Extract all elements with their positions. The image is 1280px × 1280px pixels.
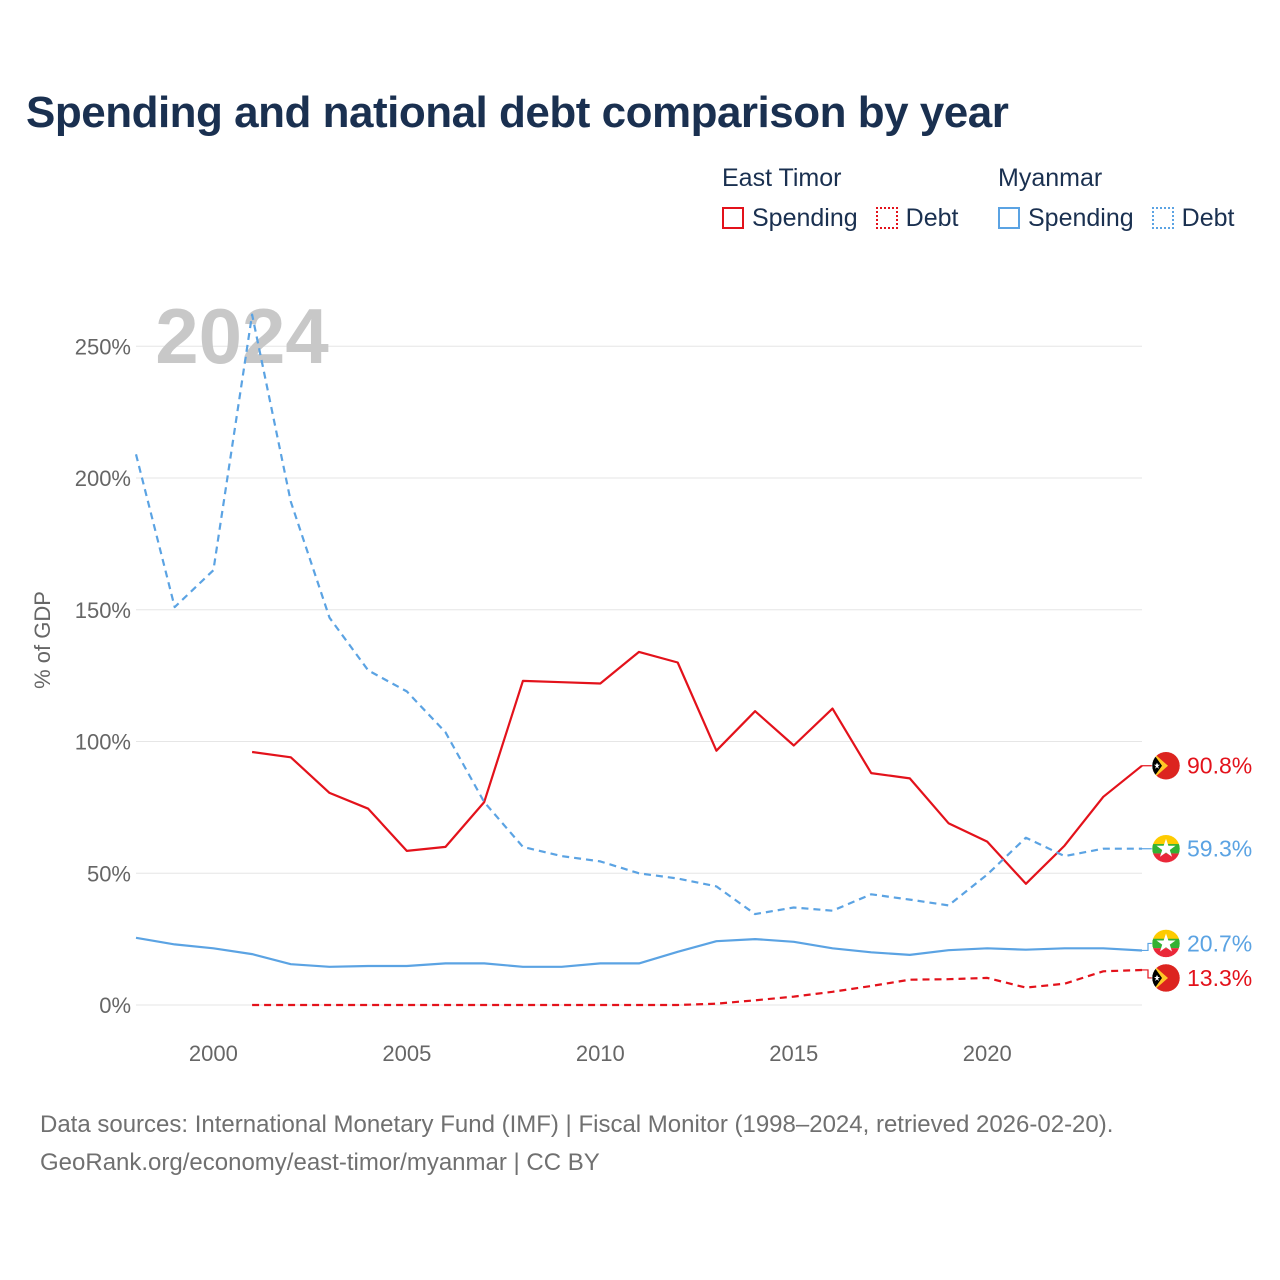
series-line-east-timor-spending bbox=[251, 650, 1143, 885]
myanmar-flag-icon bbox=[1151, 929, 1181, 958]
x-tick-label: 2005 bbox=[382, 1041, 431, 1066]
solid-swatch-icon bbox=[998, 207, 1020, 229]
year-watermark: 2024 bbox=[155, 292, 329, 380]
solid-swatch-icon bbox=[722, 207, 744, 229]
legend-item-east-timor-spending[interactable]: Spending bbox=[722, 204, 858, 233]
x-tick-label: 2015 bbox=[769, 1041, 818, 1066]
end-label-east-timor-spending: 90.8% bbox=[1187, 753, 1252, 779]
legend-item-east-timor-debt[interactable]: Debt bbox=[875, 203, 959, 233]
end-label-east-timor-debt: 13.3% bbox=[1187, 965, 1252, 991]
y-tick-label: 100% bbox=[75, 730, 131, 755]
x-tick-label: 2000 bbox=[189, 1041, 238, 1066]
dotted-swatch-icon bbox=[1151, 207, 1174, 229]
legend-label-east-timor-debt: Debt bbox=[905, 203, 959, 232]
legend-myanmar: Myanmar Spending Debt bbox=[998, 160, 1252, 240]
y-tick-label: 0% bbox=[99, 993, 131, 1018]
end-label-myanmar-spending: 20.7% bbox=[1187, 930, 1252, 956]
footer-attribution[interactable]: GeoRank.org/economy/east-timor/myanmar |… bbox=[40, 1149, 600, 1176]
legend-east-timor-title: East Timor bbox=[722, 164, 842, 192]
legend-myanmar-title: Myanmar bbox=[998, 164, 1103, 192]
y-tick-label: 50% bbox=[87, 861, 131, 886]
y-axis-label: % of GDP bbox=[30, 591, 55, 689]
series-line-myanmar-debt bbox=[134, 313, 1142, 916]
legend-label-myanmar-debt: Debt bbox=[1181, 203, 1235, 232]
footer-sources: Data sources: International Monetary Fun… bbox=[40, 1111, 1114, 1138]
legend-item-myanmar-spending[interactable]: Spending bbox=[998, 204, 1134, 233]
dotted-swatch-icon bbox=[875, 207, 898, 229]
chart-title: Spending and national debt comparison by… bbox=[26, 88, 1009, 137]
legend-label-myanmar-spending: Spending bbox=[1028, 203, 1134, 232]
east-timor-flag-icon bbox=[1151, 963, 1181, 993]
connector-myanmar-spending bbox=[1142, 942, 1152, 952]
y-tick-label: 150% bbox=[75, 598, 131, 623]
east-timor-flag-icon bbox=[1151, 751, 1181, 780]
y-tick-label: 200% bbox=[75, 466, 131, 491]
series-line-east-timor-debt bbox=[252, 968, 1143, 1007]
footer: Data sources: International Monetary Fun… bbox=[40, 1106, 1113, 1182]
x-tick-label: 2010 bbox=[576, 1041, 625, 1066]
legend-label-east-timor-spending: Spending bbox=[752, 203, 858, 232]
legend-item-myanmar-debt[interactable]: Debt bbox=[1151, 203, 1235, 233]
end-label-myanmar-debt: 59.3% bbox=[1187, 836, 1252, 862]
myanmar-flag-icon bbox=[1151, 834, 1181, 863]
legend-east-timor: East Timor Spending Debt bbox=[722, 160, 976, 240]
series-line-myanmar-spending bbox=[135, 936, 1143, 968]
y-tick-label: 250% bbox=[75, 334, 131, 359]
x-tick-label: 2020 bbox=[963, 1041, 1012, 1066]
connector-east-timor-debt bbox=[1142, 969, 1152, 979]
